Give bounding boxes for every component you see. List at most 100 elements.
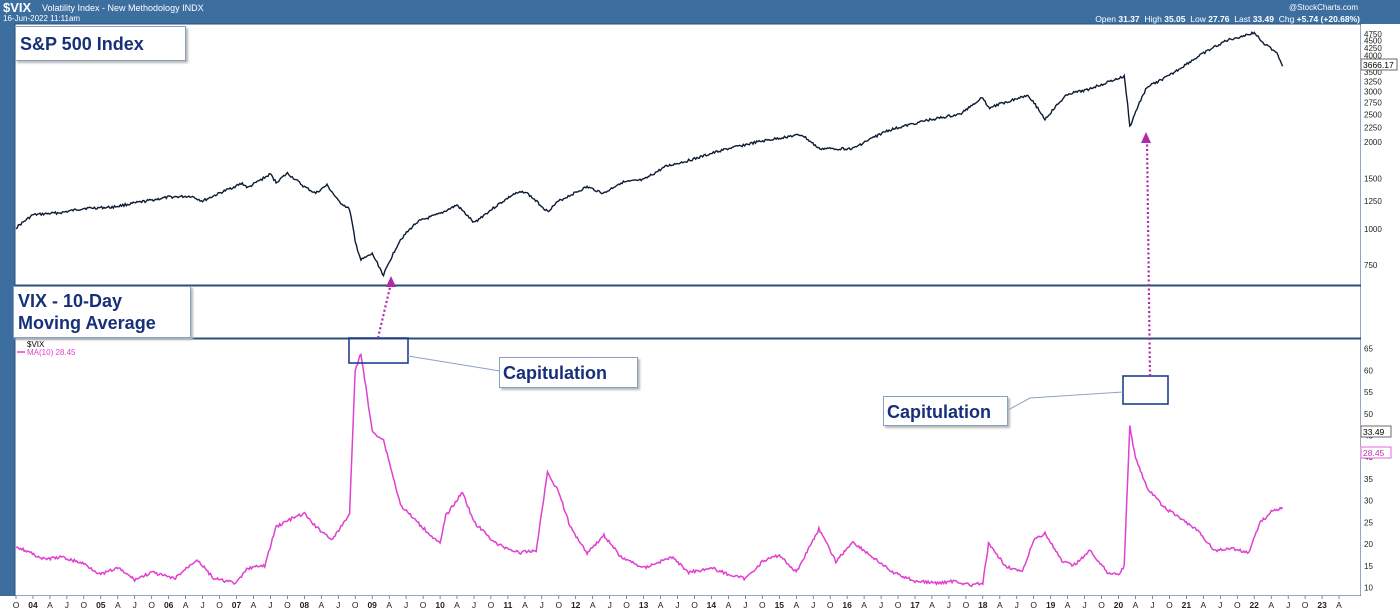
capitulation-box-2020: [1122, 375, 1169, 405]
vix-tick-label: 65: [1364, 345, 1373, 354]
bottom-axis-bg: [0, 596, 1400, 613]
vix-ma-tag: 28.45: [1360, 446, 1392, 459]
x-tick-label: 12: [571, 600, 581, 610]
x-tick-label: A: [386, 600, 392, 610]
x-tick-label: A: [658, 600, 664, 610]
x-tick-label: 09: [367, 600, 377, 610]
capitulation-label-1: Capitulation: [499, 357, 638, 388]
x-tick-label: J: [268, 600, 272, 610]
x-tick-label: A: [793, 600, 799, 610]
arrow-head-2009: [386, 276, 396, 287]
sp500-tick-label: 1250: [1364, 197, 1382, 206]
vix-tick-label: 10: [1364, 583, 1373, 592]
x-tick-label: O: [1234, 600, 1241, 610]
x-tick-label: O: [284, 600, 291, 610]
x-tick-label: J: [811, 600, 815, 610]
x-tick-label: O: [759, 600, 766, 610]
x-tick-label: J: [404, 600, 408, 610]
sp500-tick-label: 3250: [1364, 77, 1382, 86]
sp500-tick-label: 4000: [1364, 51, 1382, 60]
x-tick-label: 14: [707, 600, 717, 610]
x-tick-label: 04: [28, 600, 38, 610]
x-tick-label: 17: [910, 600, 920, 610]
right-axis-bg: [1361, 24, 1400, 596]
x-tick-label: O: [895, 600, 902, 610]
vix-panel: [14, 338, 1362, 597]
x-tick-label: A: [1336, 600, 1342, 610]
x-tick-label: O: [963, 600, 970, 610]
sp500-tick-label: 4250: [1364, 44, 1382, 53]
x-tick-label: 18: [978, 600, 988, 610]
header-date: 16-Jun-2022 11:11am: [3, 14, 81, 23]
vix-tick-label: 35: [1364, 475, 1373, 484]
vix-tick-label: 30: [1364, 497, 1373, 506]
high-label: High: [1144, 14, 1162, 24]
x-tick-label: O: [420, 600, 427, 610]
vix-last-tag: 33.49: [1360, 425, 1392, 438]
vix-last-label: 33.49: [1363, 427, 1385, 437]
sp500-title-box: S&P 500 Index: [15, 26, 186, 61]
x-tick-label: J: [743, 600, 747, 610]
x-tick-label: O: [623, 600, 630, 610]
vix-legend-ma: MA(10) 28.45: [27, 348, 76, 357]
x-tick-label: J: [472, 600, 476, 610]
sp500-tick-label: 2500: [1364, 110, 1382, 119]
x-tick-label: J: [879, 600, 883, 610]
header-symbol: $VIX: [3, 0, 32, 15]
x-tick-label: O: [1302, 600, 1309, 610]
callout-line-2: [1007, 391, 1124, 411]
x-tick-label: A: [590, 600, 596, 610]
chg-value: +5.74 (+20.68%): [1296, 14, 1360, 24]
sp500-tick-label: 2750: [1364, 98, 1382, 107]
vix-tick-label: 20: [1364, 540, 1373, 549]
x-tick-label: A: [861, 600, 867, 610]
x-tick-label: A: [115, 600, 121, 610]
sp500-series-line: [15, 30, 1284, 278]
x-tick-label: 06: [164, 600, 174, 610]
x-tick-label: J: [947, 600, 951, 610]
x-tick-label: O: [1098, 600, 1105, 610]
x-tick-label: O: [1030, 600, 1037, 610]
arrow-head-2020: [1141, 132, 1151, 143]
x-tick-label: 10: [435, 600, 445, 610]
chart-header: $VIX Volatility Index - New Methodology …: [0, 0, 1400, 24]
header-name: Volatility Index - New Methodology INDX: [42, 3, 204, 13]
x-tick-label: O: [488, 600, 495, 610]
x-tick-label: 16: [842, 600, 852, 610]
x-tick-label: 05: [96, 600, 106, 610]
vix-title-box: VIX - 10-Day Moving Average: [13, 286, 191, 338]
x-tick-label: A: [183, 600, 189, 610]
x-tick-label: A: [726, 600, 732, 610]
x-tick-label: 07: [232, 600, 242, 610]
x-tick-label: 13: [639, 600, 649, 610]
sp500-tick-label: 4750: [1364, 30, 1382, 39]
sp500-last-tag: 3666.17: [1360, 58, 1398, 71]
x-tick-label: J: [65, 600, 69, 610]
x-tick-label: A: [251, 600, 257, 610]
x-tick-label: 08: [300, 600, 310, 610]
x-tick-label: 21: [1182, 600, 1192, 610]
vix-title-line2: Moving Average: [18, 313, 156, 333]
sp500-y-axis: 750 1000 1250 1500 2000 2250 2500 2750 300032503…: [1364, 30, 1382, 270]
arrow-2020: [1145, 140, 1152, 377]
low-label: Low: [1190, 14, 1206, 24]
x-tick-label: O: [827, 600, 834, 610]
spacer-panel: [14, 285, 1362, 339]
capitulation-text-1: Capitulation: [503, 363, 607, 383]
sp500-tick-label: 2000: [1364, 138, 1382, 147]
x-tick-label: 11: [503, 600, 512, 610]
sp500-tick-label: 750: [1364, 261, 1378, 270]
x-tick-label: O: [148, 600, 155, 610]
header-quote: Open 31.37 High 35.05 Low 27.76 Last 33.…: [1095, 14, 1360, 24]
x-tick-label: J: [200, 600, 204, 610]
x-tick-label: J: [336, 600, 340, 610]
x-tick-label: A: [454, 600, 460, 610]
vix-legend-symbol: $VIX: [27, 340, 45, 349]
vix-tick-label: 15: [1364, 562, 1373, 571]
x-tick-label: O: [216, 600, 223, 610]
low-value: 27.76: [1208, 14, 1230, 24]
x-tick-label: O: [691, 600, 698, 610]
x-tick-label: J: [540, 600, 544, 610]
x-tick-label: O: [1166, 600, 1173, 610]
